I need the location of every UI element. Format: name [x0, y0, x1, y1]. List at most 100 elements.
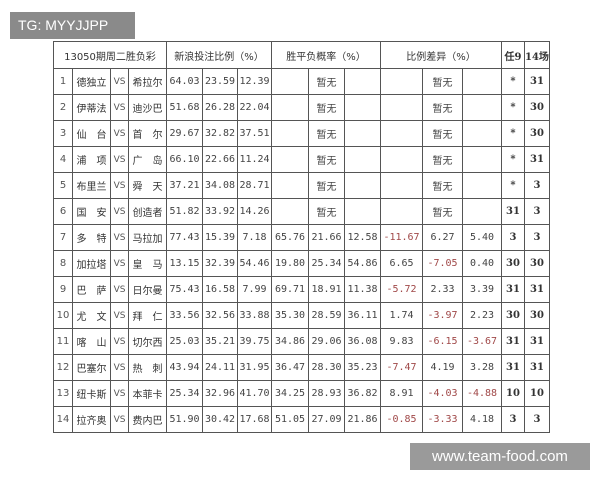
diff-win: 6.65: [380, 250, 423, 277]
c14-value: 3: [524, 198, 550, 225]
row-number: 2: [53, 94, 73, 121]
sina-loss: 31.95: [237, 354, 272, 381]
odds-win: 34.86: [271, 328, 309, 355]
odds-draw: 28.93: [308, 380, 345, 407]
vs-label: VS: [110, 172, 129, 199]
diff-loss: [462, 172, 502, 199]
vs-label: VS: [110, 198, 129, 225]
home-team: 仙 台: [72, 120, 111, 147]
sina-loss: 7.99: [237, 276, 272, 303]
c14-value: 10: [524, 380, 550, 407]
row-number: 14: [53, 406, 73, 433]
home-team: 伊蒂法: [72, 94, 111, 121]
diff-draw: 4.19: [422, 354, 463, 381]
table-row: 13 纽卡斯 VS 本菲卡 25.34 32.96 41.70 34.25 28.93 36.82…: [53, 380, 550, 407]
table-row: 14 拉齐奥 VS 费内巴 51.90 30.42 17.68 51.05 27.09 21.86…: [53, 406, 550, 433]
vs-label: VS: [110, 120, 129, 147]
ren9-value: 3: [501, 224, 525, 251]
home-team: 多 特: [72, 224, 111, 251]
diff-draw: 暂无: [422, 94, 463, 121]
odds-win: 34.25: [271, 380, 309, 407]
odds-draw: 25.34: [308, 250, 345, 277]
header-row: 13050期周二胜负彩 新浪投注比例（%） 胜平负概率（%） 比例差异（%） 任…: [53, 41, 550, 69]
sina-draw: 23.59: [202, 68, 238, 95]
diff-win: 9.83: [380, 328, 423, 355]
away-team: 希拉尔: [128, 68, 167, 95]
odds-win: 36.47: [271, 354, 309, 381]
table-row: 11 喀 山 VS 切尔西 25.03 35.21 39.75 34.86 29.06 36.08…: [53, 328, 550, 355]
c14-value: 30: [524, 94, 550, 121]
diff-win: [380, 146, 423, 173]
header-odds-rate: 胜平负概率（%）: [271, 41, 381, 69]
row-number: 3: [53, 120, 73, 147]
vs-label: VS: [110, 94, 129, 121]
c14-value: 31: [524, 68, 550, 95]
odds-loss: [344, 146, 381, 173]
away-team: 广 岛: [128, 146, 167, 173]
diff-win: 1.74: [380, 302, 423, 329]
diff-win: -7.47: [380, 354, 423, 381]
diff-loss: [462, 198, 502, 225]
c14-value: 3: [524, 224, 550, 251]
home-team: 浦 项: [72, 146, 111, 173]
diff-loss: 2.23: [462, 302, 502, 329]
home-team: 加拉塔: [72, 250, 111, 277]
c14-value: 31: [524, 328, 550, 355]
odds-win: [271, 68, 309, 95]
home-team: 喀 山: [72, 328, 111, 355]
home-team: 纽卡斯: [72, 380, 111, 407]
table-row: 2 伊蒂法 VS 迪沙巴 51.68 26.28 22.04 暂无 暂无 * 30: [53, 94, 550, 121]
odds-win: 19.80: [271, 250, 309, 277]
sina-draw: 35.21: [202, 328, 238, 355]
odds-win: [271, 120, 309, 147]
odds-win: 69.71: [271, 276, 309, 303]
sina-draw: 32.82: [202, 120, 238, 147]
away-team: 皇 马: [128, 250, 167, 277]
diff-loss: 4.18: [462, 406, 502, 433]
diff-draw: 暂无: [422, 120, 463, 147]
c14-value: 30: [524, 120, 550, 147]
diff-loss: 5.40: [462, 224, 502, 251]
odds-loss: 36.11: [344, 302, 381, 329]
sina-loss: 14.26: [237, 198, 272, 225]
odds-draw: 暂无: [308, 172, 345, 199]
diff-draw: 暂无: [422, 68, 463, 95]
sina-win: 77.43: [166, 224, 203, 251]
header-sina-ratio: 新浪投注比例（%）: [166, 41, 272, 69]
row-number: 13: [53, 380, 73, 407]
sina-win: 43.94: [166, 354, 203, 381]
sina-loss: 7.18: [237, 224, 272, 251]
vs-label: VS: [110, 302, 129, 329]
diff-draw: -7.05: [422, 250, 463, 277]
row-number: 11: [53, 328, 73, 355]
odds-draw: 27.09: [308, 406, 345, 433]
vs-label: VS: [110, 380, 129, 407]
c14-value: 3: [524, 172, 550, 199]
home-team: 尤 文: [72, 302, 111, 329]
row-number: 5: [53, 172, 73, 199]
away-team: 首 尔: [128, 120, 167, 147]
ren9-value: 30: [501, 302, 525, 329]
watermark-top: TG: MYYJJPP: [10, 12, 135, 39]
row-number: 8: [53, 250, 73, 277]
sina-win: 29.67: [166, 120, 203, 147]
diff-win: -11.67: [380, 224, 423, 251]
sina-win: 37.21: [166, 172, 203, 199]
away-team: 本菲卡: [128, 380, 167, 407]
c14-value: 30: [524, 302, 550, 329]
odds-draw: 21.66: [308, 224, 345, 251]
away-team: 费内巴: [128, 406, 167, 433]
row-number: 6: [53, 198, 73, 225]
sina-loss: 41.70: [237, 380, 272, 407]
odds-loss: 36.82: [344, 380, 381, 407]
watermark-bottom: www.team-food.com: [410, 443, 590, 470]
odds-draw: 暂无: [308, 120, 345, 147]
sina-win: 64.03: [166, 68, 203, 95]
odds-win: [271, 198, 309, 225]
row-number: 10: [53, 302, 73, 329]
ren9-value: 31: [501, 198, 525, 225]
diff-win: 8.91: [380, 380, 423, 407]
c14-value: 31: [524, 354, 550, 381]
